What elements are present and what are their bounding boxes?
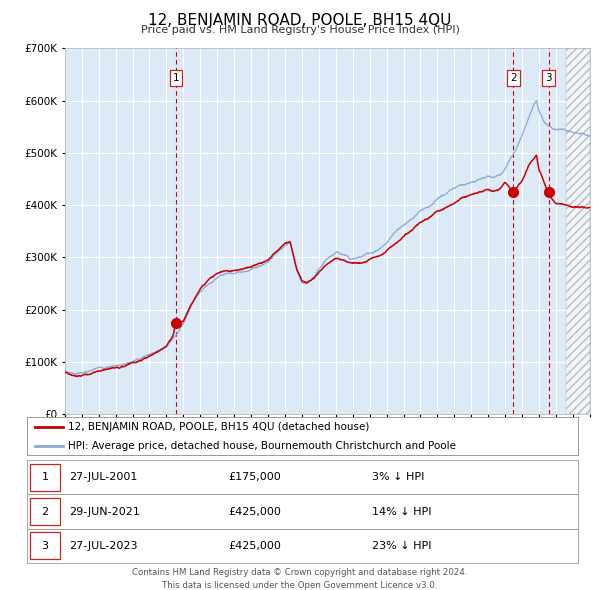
Text: £425,000: £425,000	[228, 507, 281, 516]
Bar	[566, 48, 590, 414]
Text: 3% ↓ HPI: 3% ↓ HPI	[372, 473, 424, 482]
Text: 27-JUL-2023: 27-JUL-2023	[69, 541, 137, 550]
Text: This data is licensed under the Open Government Licence v3.0.: This data is licensed under the Open Gov…	[163, 581, 437, 589]
Bar	[566, 48, 590, 414]
Text: 27-JUL-2001: 27-JUL-2001	[69, 473, 137, 482]
Text: 12, BENJAMIN ROAD, POOLE, BH15 4QU (detached house): 12, BENJAMIN ROAD, POOLE, BH15 4QU (deta…	[68, 422, 370, 432]
Text: £425,000: £425,000	[228, 541, 281, 550]
Text: Price paid vs. HM Land Registry's House Price Index (HPI): Price paid vs. HM Land Registry's House …	[140, 25, 460, 35]
Text: 14% ↓ HPI: 14% ↓ HPI	[372, 507, 431, 516]
Text: 3: 3	[545, 73, 552, 83]
Text: 1: 1	[41, 473, 49, 482]
Text: £175,000: £175,000	[228, 473, 281, 482]
Text: HPI: Average price, detached house, Bournemouth Christchurch and Poole: HPI: Average price, detached house, Bour…	[68, 441, 457, 451]
Text: 1: 1	[173, 73, 179, 83]
Text: 23% ↓ HPI: 23% ↓ HPI	[372, 541, 431, 550]
Text: Contains HM Land Registry data © Crown copyright and database right 2024.: Contains HM Land Registry data © Crown c…	[132, 568, 468, 576]
Text: 12, BENJAMIN ROAD, POOLE, BH15 4QU: 12, BENJAMIN ROAD, POOLE, BH15 4QU	[148, 13, 452, 28]
Text: 2: 2	[41, 507, 49, 516]
Text: 2: 2	[510, 73, 517, 83]
Text: 3: 3	[41, 541, 49, 550]
Text: 29-JUN-2021: 29-JUN-2021	[69, 507, 140, 516]
